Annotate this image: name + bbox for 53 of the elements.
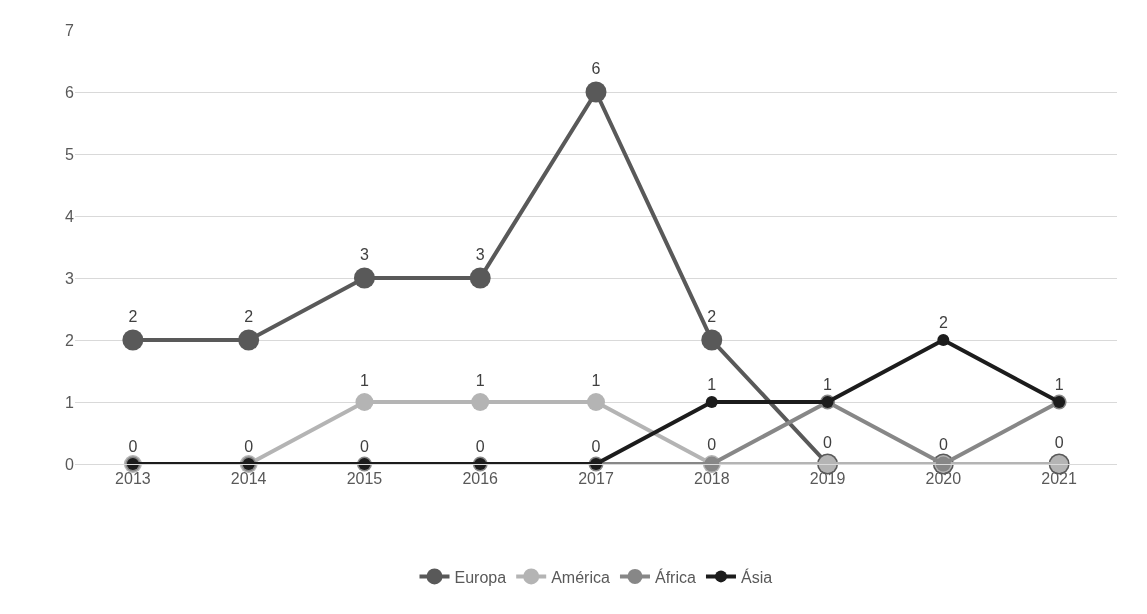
point: [353, 267, 375, 289]
y-tick-label: 6: [65, 83, 75, 101]
data-label: 1: [1054, 375, 1064, 393]
data-label: 2: [128, 307, 138, 325]
y-tick-label: 5: [65, 145, 75, 163]
x-tick-label: 2016: [462, 470, 499, 488]
y-tick-label: 4: [65, 207, 75, 225]
point: [471, 393, 490, 411]
point: [937, 334, 950, 346]
data-label: 0: [244, 437, 254, 455]
x-tick-label: 2015: [346, 470, 383, 488]
data-label: 1: [359, 371, 369, 389]
data-label: 1: [823, 375, 833, 393]
data-label: 0: [1054, 433, 1064, 451]
point: [355, 393, 374, 411]
data-label: 0: [359, 437, 369, 455]
data-label: 0: [475, 437, 485, 455]
data-label: 2: [938, 313, 948, 331]
data-label: 1: [591, 371, 601, 389]
data-label: 0: [707, 435, 717, 453]
point: [587, 393, 605, 411]
data-label: 0: [128, 437, 138, 455]
point: [701, 329, 723, 351]
y-tick-label: 2: [65, 331, 75, 349]
x-tick-label: 2020: [925, 470, 962, 488]
data-label: 2: [244, 307, 254, 325]
y-tick-label: 3: [65, 269, 75, 287]
point: [585, 81, 607, 103]
y-tick-label: 7: [65, 21, 75, 39]
x-tick-label: 2014: [230, 470, 267, 488]
x-tick-label: 2019: [809, 470, 846, 488]
point: [238, 329, 260, 351]
legend-label: América: [551, 568, 610, 586]
data-label: 3: [359, 245, 369, 263]
point: [705, 396, 718, 408]
data-label: 0: [823, 433, 833, 451]
x-tick-label: 2017: [578, 470, 614, 488]
x-tick-label: 2013: [115, 470, 151, 488]
legend-label: Ásia: [740, 567, 773, 586]
data-label: 1: [475, 371, 485, 389]
data-label: 6: [591, 59, 601, 77]
y-tick-label: 0: [65, 455, 75, 473]
data-label: 3: [475, 245, 485, 263]
legend-label: Europa: [454, 568, 507, 586]
y-tick-label: 1: [65, 393, 75, 411]
data-label: 1: [707, 375, 717, 393]
data-label: 0: [591, 437, 601, 455]
point: [122, 329, 144, 351]
point: [469, 267, 491, 289]
data-label: 0: [938, 435, 948, 453]
legend-label: África: [654, 567, 696, 586]
x-tick-label: 2018: [693, 470, 730, 488]
data-label: 2: [707, 307, 717, 325]
